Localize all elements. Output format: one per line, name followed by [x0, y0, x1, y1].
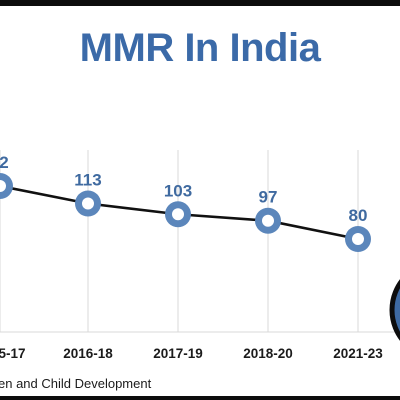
data-label-1: 113	[74, 171, 101, 190]
data-label-2: 103	[164, 181, 192, 200]
top-border	[0, 0, 400, 6]
source-note: en and Child Development	[0, 376, 152, 391]
x-tick-label-1: 2016-18	[63, 346, 113, 361]
data-label-3: 97	[259, 188, 278, 207]
data-label-0: 2	[0, 153, 9, 172]
decor-layer	[389, 279, 400, 341]
x-tick-label-4: 2021-23	[333, 346, 383, 361]
x-tick-label-0: 5-17	[0, 346, 26, 361]
chart-title: MMR In India	[79, 26, 321, 70]
data-point-1	[75, 190, 101, 217]
decorative-circle	[389, 279, 400, 341]
grid-layer	[0, 150, 400, 333]
marker-layer	[0, 173, 371, 252]
data-point-3	[255, 207, 281, 234]
tick-layer: 5-17 2016-18 2017-19 2018-20 2021-23	[0, 346, 383, 361]
x-tick-label-3: 2018-20	[243, 346, 293, 361]
data-label-4: 80	[349, 206, 368, 225]
bottom-border	[0, 396, 400, 400]
data-point-0	[0, 173, 13, 199]
label-layer: 2 113 103 97 80	[0, 153, 367, 225]
data-point-4	[345, 226, 371, 252]
x-tick-label-2: 2017-19	[153, 346, 203, 361]
data-point-2	[165, 201, 191, 228]
